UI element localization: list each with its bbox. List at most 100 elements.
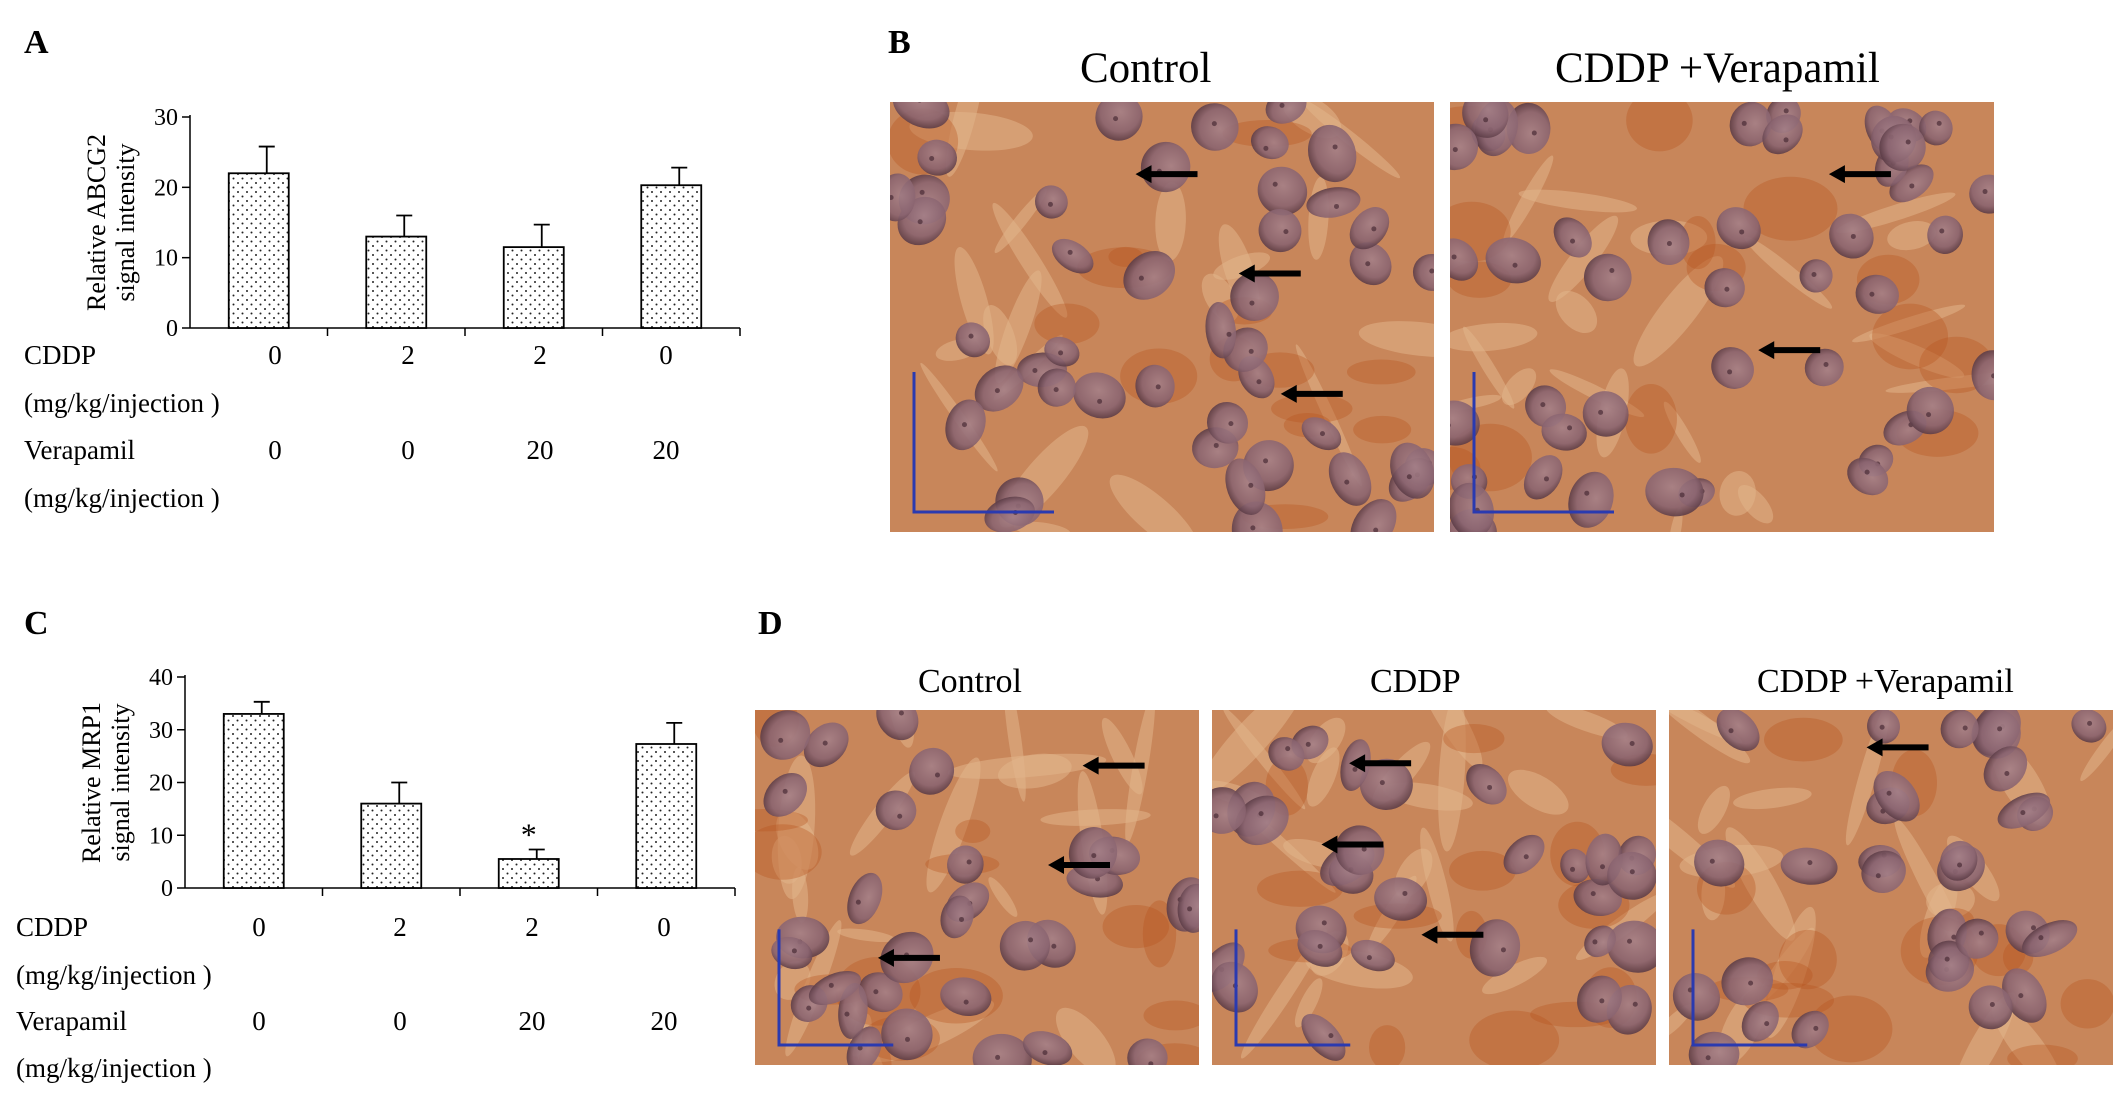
- imgD3-stroma: [1926, 881, 1975, 919]
- imgB2-nucleus: [1847, 457, 1889, 496]
- imgD1-nucleolus: [873, 989, 879, 995]
- imgB2-nucleolus: [1567, 425, 1573, 431]
- cond-a-vera-2: 20: [526, 435, 554, 465]
- imgD2-nucleolus: [1361, 846, 1367, 852]
- imgB2-nucleolus: [1679, 492, 1685, 498]
- imgB2-nucleolus: [1739, 229, 1745, 235]
- chart-c-ytick-label: 40: [149, 665, 173, 691]
- chart-c-bar-3: [635, 743, 698, 889]
- imgD1-nucleus: [972, 1033, 1032, 1065]
- chart-a-bar-3: [640, 184, 703, 329]
- imgD3-nucleus: [1780, 847, 1838, 885]
- imgB1-nucleus: [1307, 124, 1357, 183]
- imgB1-nucleolus: [1228, 421, 1234, 427]
- imgD2-nucleolus: [1366, 955, 1372, 961]
- imgB1-stroma: [1295, 344, 1362, 487]
- chart-c-ytick-label: 10: [149, 823, 173, 849]
- imgD2-nucleolus: [1352, 766, 1358, 772]
- imgD2-nucleolus: [1305, 741, 1311, 747]
- imgB1-nucleolus: [1256, 379, 1262, 385]
- imgB2-stroma: [1633, 256, 1724, 367]
- imgD3-nucleus: [1928, 940, 1970, 982]
- imgB1-nucleus: [1349, 242, 1392, 286]
- imgB1-nucleus: [1231, 501, 1283, 532]
- micrograph-d-control: [755, 710, 1199, 1065]
- imgB1-nucleus: [1350, 499, 1397, 532]
- panel-letter-d: D: [758, 605, 783, 642]
- imgB2-stain: [1680, 215, 1716, 270]
- imgB1-nucleus: [984, 496, 1035, 532]
- chart-c-ylabel: Relative MRP1signal intensity: [77, 702, 135, 863]
- imgB2-nucleus: [1450, 400, 1480, 446]
- imgD2-stroma: [1240, 929, 1328, 1059]
- imgD3-nucleolus: [1728, 728, 1734, 734]
- imgD3-nucleus: [1694, 839, 1745, 887]
- chart-a: 0 10 20 30 Relative ABCG2signal intensity: [82, 105, 741, 342]
- imgB1-nucleolus: [1279, 102, 1285, 108]
- imgB2-nucleus: [1711, 347, 1754, 389]
- imgD3-nucleolus: [1997, 726, 2003, 732]
- imgB1-nucleus: [1140, 141, 1191, 193]
- imgD1-nucleus: [1127, 1038, 1168, 1065]
- imgB1-nucleus: [1073, 372, 1126, 419]
- imgB2-nucleolus: [1783, 108, 1789, 114]
- imgB2-nucleolus: [1452, 147, 1458, 153]
- imgB1-nucleus: [1225, 458, 1266, 515]
- imgD2-stroma: [1420, 827, 1454, 942]
- imgD3-stroma: [2080, 715, 2113, 782]
- imgD3-nucleolus: [1764, 1021, 1770, 1027]
- imgB2-stain: [1743, 176, 1838, 241]
- imgB2-nucleolus: [1869, 291, 1875, 297]
- imgB2-nucleolus: [1598, 409, 1604, 415]
- imgB1-nucleus: [1349, 207, 1390, 250]
- imgB1-nucleolus: [1344, 479, 1350, 485]
- imgB1-nucleolus: [1406, 474, 1412, 480]
- imgD1-nucleolus: [934, 772, 940, 778]
- imgD2-nucleolus: [1402, 890, 1408, 896]
- imgD2-nucleus: [1268, 737, 1305, 771]
- imgB1-nucleus: [1328, 452, 1372, 506]
- cond-c-label-0: CDDP: [16, 912, 89, 942]
- imgB1-nucleolus: [919, 189, 925, 195]
- imgD1-arrow-1: [1048, 855, 1111, 874]
- cond-a-label-0: CDDP: [24, 340, 97, 370]
- cond-a-cddp-3: 0: [659, 340, 673, 370]
- imgD1-stain: [1143, 1000, 1199, 1031]
- imgB1-nucleolus: [1365, 261, 1371, 267]
- imgD3-stroma: [1697, 785, 1730, 834]
- imgD2-stroma: [1438, 710, 1466, 852]
- imgD1-stain: [755, 824, 822, 880]
- imgD3-nucleus: [1688, 1031, 1740, 1065]
- imgD2-nucleus: [1560, 848, 1591, 884]
- imgB2-nucleus: [1645, 467, 1704, 517]
- imgB1-stain: [1346, 359, 1416, 385]
- imgD2-nucleolus: [1600, 864, 1606, 870]
- cond-a-vera-3: 20: [652, 435, 680, 465]
- imgB1-stroma: [954, 247, 994, 355]
- imgB2-stroma: [1663, 401, 1701, 463]
- imgB2-nucleolus: [1850, 233, 1856, 239]
- imgB2-nucleolus: [1741, 120, 1747, 126]
- imgB1-nucleus: [1051, 238, 1094, 274]
- imgB1-stroma: [1155, 182, 1186, 262]
- imgB1-stain: [1034, 303, 1100, 345]
- imgD1-nucleolus: [963, 999, 969, 1005]
- imgB1-nucleus: [1265, 102, 1307, 124]
- imgD3-nucleus: [1721, 957, 1773, 1006]
- imgD3-nucleolus: [2004, 770, 2010, 776]
- imgD1-nucleolus: [905, 1036, 911, 1042]
- imgB2-nucleolus: [1450, 423, 1451, 428]
- cond-a-vera-0: 0: [268, 435, 282, 465]
- panel-letter-b: B: [888, 24, 911, 61]
- imgB1-nucleolus: [1155, 384, 1161, 390]
- cond-a-cddp-2: 2: [533, 340, 547, 370]
- imgD3-stain: [1808, 995, 1893, 1063]
- imgD1-nucleolus: [1028, 937, 1034, 943]
- imgB2-stroma: [1555, 290, 1598, 334]
- imgB2-stroma: [1503, 155, 1554, 243]
- imgB2-nucleolus: [1783, 137, 1789, 143]
- image-d3-title: CDDP +Verapamil: [1757, 663, 2014, 700]
- imgB1-nucleus: [1258, 209, 1302, 253]
- imgB1-nucleolus: [1213, 442, 1219, 448]
- imgB2-nucleus: [1450, 238, 1479, 281]
